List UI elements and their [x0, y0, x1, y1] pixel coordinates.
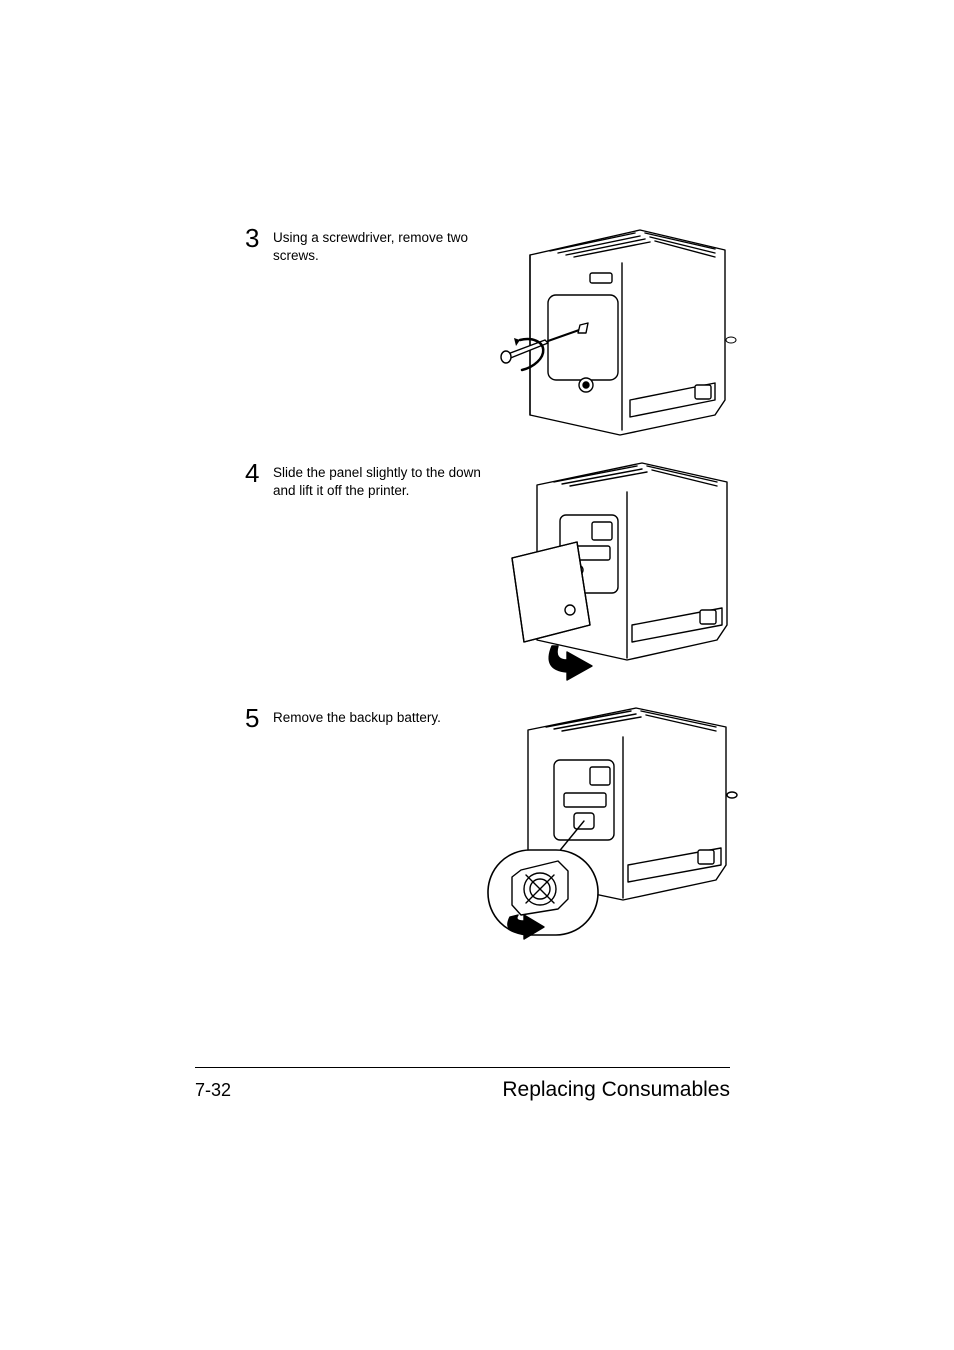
- footer-section-title: Replacing Consumables: [502, 1078, 730, 1102]
- step-row: 3 Using a screwdriver, remove two screws…: [245, 225, 503, 265]
- step-5: 5 Remove the backup battery.: [245, 705, 441, 737]
- footer-rule: [195, 1067, 730, 1068]
- step-number: 3: [245, 225, 273, 251]
- footer-page-number: 7-32: [195, 1080, 231, 1101]
- step-number: 4: [245, 460, 273, 486]
- step-text: Using a screwdriver, remove two screws.: [273, 225, 503, 265]
- illustration-step-5: [478, 705, 743, 940]
- page: 3 Using a screwdriver, remove two screws…: [0, 0, 954, 1350]
- step-text: Slide the panel slightly to the down and…: [273, 460, 503, 500]
- step-number: 5: [245, 705, 273, 731]
- illustration-step-4: [482, 460, 742, 685]
- step-text: Remove the backup battery.: [273, 705, 441, 727]
- step-row: 4 Slide the panel slightly to the down a…: [245, 460, 503, 500]
- step-3: 3 Using a screwdriver, remove two screws…: [245, 225, 503, 271]
- step-4: 4 Slide the panel slightly to the down a…: [245, 460, 503, 506]
- footer: 7-32 Replacing Consumables: [195, 1078, 730, 1102]
- illustration-step-3: [490, 225, 740, 440]
- step-row: 5 Remove the backup battery.: [245, 705, 441, 731]
